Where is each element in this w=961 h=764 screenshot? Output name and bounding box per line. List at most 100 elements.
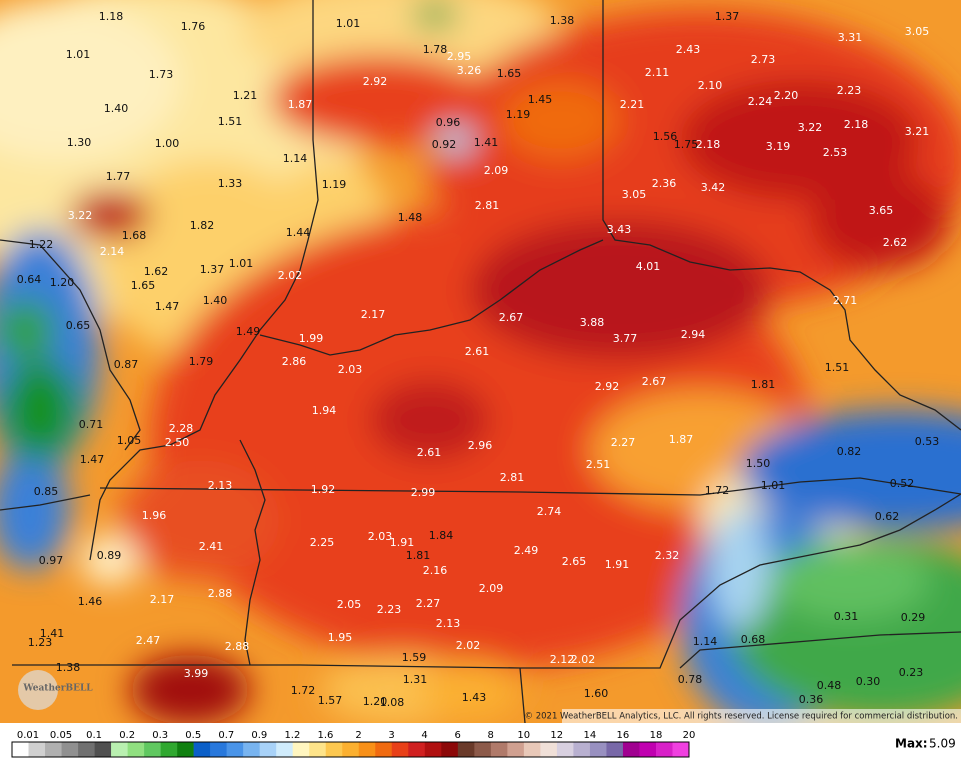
value-label: 0.36 [799, 693, 824, 706]
precip-blob [270, 55, 490, 145]
value-label: 2.10 [698, 79, 723, 92]
value-label: 2.92 [595, 380, 620, 393]
value-label: 2.61 [465, 345, 490, 358]
value-label: 1.95 [328, 631, 353, 644]
colorbar-cell [210, 742, 227, 757]
value-label: 0.78 [678, 673, 703, 686]
value-label: 1.20 [50, 276, 75, 289]
value-label: 2.32 [655, 549, 680, 562]
value-label: 3.88 [580, 316, 605, 329]
colorbar-tick-label: 0.5 [185, 730, 201, 741]
colorbar-cell [342, 742, 360, 757]
precip-blob [370, 380, 490, 460]
value-label: 1.38 [56, 661, 81, 674]
value-label: 2.09 [484, 164, 509, 177]
colorbar-tick-label: 14 [583, 730, 596, 741]
value-label: 1.81 [406, 549, 431, 562]
value-label: 1.99 [299, 332, 324, 345]
value-label: 2.73 [751, 53, 776, 66]
value-label: 2.17 [150, 593, 175, 606]
value-label: 0.52 [890, 477, 915, 490]
value-label: 2.36 [652, 177, 677, 190]
value-label: 1.08 [380, 696, 405, 709]
logo-mark [18, 670, 58, 710]
value-label: 0.96 [436, 116, 461, 129]
colorbar-tick-label: 2 [355, 730, 361, 741]
value-label: 1.18 [99, 10, 124, 23]
value-label: 1.40 [203, 294, 228, 307]
value-label: 2.09 [479, 582, 504, 595]
value-label: 1.31 [403, 673, 428, 686]
colorbar-cell [292, 742, 310, 757]
value-label: 2.14 [100, 245, 125, 258]
value-label: 2.81 [500, 471, 525, 484]
colorbar-cell [408, 742, 426, 757]
colorbar-tick-label: 10 [517, 730, 530, 741]
border [259, 239, 604, 356]
value-label: 1.62 [144, 265, 169, 278]
value-label: 1.40 [104, 102, 129, 115]
value-label: 2.86 [282, 355, 307, 368]
colorbar-tick-label: 3 [388, 730, 394, 741]
colorbar-tick-label: 0.05 [50, 730, 72, 741]
value-label: 2.99 [411, 486, 436, 499]
precip-blob [80, 535, 140, 585]
value-label: 0.68 [741, 633, 766, 646]
value-label: 2.03 [368, 530, 393, 543]
value-label: 3.21 [905, 125, 930, 138]
state-borders [0, 0, 961, 723]
precip-field [0, 0, 961, 723]
copyright-bg [562, 709, 961, 723]
colorbar-tick-label: 18 [650, 730, 663, 741]
value-label: 2.27 [416, 597, 441, 610]
value-label: 2.62 [883, 236, 908, 249]
value-label: 1.38 [550, 14, 575, 27]
value-label: 1.87 [669, 433, 694, 446]
value-label: 2.88 [208, 587, 233, 600]
value-label: 1.47 [155, 300, 180, 313]
value-label: 1.87 [288, 98, 313, 111]
value-label: 1.19 [322, 178, 347, 191]
precip-blob [0, 300, 55, 360]
value-label: 1.57 [318, 694, 343, 707]
value-label: 1.65 [131, 279, 156, 292]
value-label: 1.56 [653, 130, 678, 143]
colorbar-cell [243, 742, 260, 757]
value-label: 0.97 [39, 554, 64, 567]
colorbar-cell [606, 742, 624, 757]
value-label: 3.99 [184, 667, 209, 680]
precip-blob [0, 360, 80, 460]
colorbar-cell [309, 742, 327, 757]
value-label: 2.18 [696, 138, 721, 151]
colorbar-tick-label: 1.2 [284, 730, 300, 741]
value-label: 2.53 [823, 146, 848, 159]
colorbar-tick-label: 12 [550, 730, 563, 741]
value-label: 0.23 [899, 666, 924, 679]
colorbar-cell [556, 742, 574, 757]
colorbar-cell [474, 742, 492, 757]
value-label: 2.88 [225, 640, 250, 653]
value-label: 1.92 [311, 483, 336, 496]
precip-blob [680, 80, 920, 200]
value-label: 1.51 [825, 361, 850, 374]
value-label: 2.05 [337, 598, 362, 611]
colorbar-frame [11, 741, 690, 758]
value-label: 3.05 [622, 188, 647, 201]
value-label: 2.65 [562, 555, 587, 568]
value-label: 2.92 [363, 75, 388, 88]
value-label: 1.48 [398, 211, 423, 224]
value-label: 0.87 [114, 358, 139, 371]
value-label: 2.23 [837, 84, 862, 97]
value-label: 0.82 [837, 445, 862, 458]
value-label: 2.61 [417, 446, 442, 459]
value-label: 2.24 [748, 95, 773, 108]
value-label: 3.77 [613, 332, 638, 345]
colorbar-cell [144, 742, 161, 757]
value-label: 1.30 [67, 136, 92, 149]
colorbar-tick-label: 4 [421, 730, 427, 741]
map-field [0, 0, 961, 723]
value-label: 1.76 [181, 20, 206, 33]
colorbar-cell [540, 742, 558, 757]
value-label: 1.45 [528, 93, 553, 106]
